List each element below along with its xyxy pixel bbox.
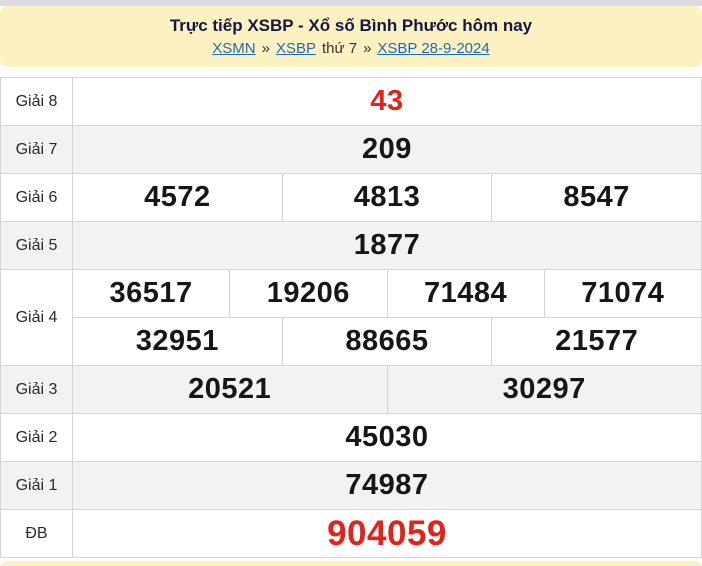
prize-number: 4813 <box>281 174 492 221</box>
prize-number: 32951 <box>135 325 219 357</box>
prize-label: Giải 3 <box>1 366 73 413</box>
breadcrumb-separator: thứ 7 <box>322 40 358 58</box>
prize-subrow: 4572 4813 8547 <box>73 174 701 221</box>
prize-number: 20521 <box>188 373 272 405</box>
prize-number: 43 <box>370 85 404 117</box>
prize-row-giai-2: Giải 2 45030 <box>1 413 701 461</box>
prize-label: Giải 7 <box>1 126 73 173</box>
prize-subrow: 43 <box>73 78 701 125</box>
prize-values: 74987 <box>73 462 701 509</box>
prize-number: 36517 <box>109 277 193 309</box>
prize-values: 904059 <box>73 510 701 557</box>
page-top-strip <box>0 0 702 6</box>
breadcrumb: XSMN » XSBP thứ 7 » XSBP 28-9-2024 <box>0 40 702 57</box>
prize-number: 1877 <box>353 229 421 261</box>
prize-subrow: 20521 30297 <box>73 366 701 413</box>
prize-subrow: 1877 <box>73 222 701 269</box>
prize-number: 74987 <box>345 469 429 501</box>
prize-values: 43 <box>73 78 701 125</box>
prize-subrow: 45030 <box>73 414 701 461</box>
next-section-strip <box>0 561 702 566</box>
prize-row-giai-8: Giải 8 43 <box>1 78 701 125</box>
prize-number: 904059 <box>327 513 447 553</box>
results-table: Giải 8 43 Giải 7 209 Giải 6 4572 4813 8547 Giải … <box>0 77 702 558</box>
prize-label: Giải 2 <box>1 414 73 461</box>
prize-subrow: 209 <box>73 126 701 173</box>
prize-label: Giải 6 <box>1 174 73 221</box>
prize-row-giai-1: Giải 1 74987 <box>1 461 701 509</box>
prize-values: 209 <box>73 126 701 173</box>
prize-values: 4572 4813 8547 <box>73 174 701 221</box>
prize-number: 21577 <box>491 318 701 365</box>
prize-number: 45030 <box>345 421 429 453</box>
prize-subrow: 904059 <box>73 510 701 557</box>
prize-values: 20521 30297 <box>73 366 701 413</box>
prize-row-giai-5: Giải 5 1877 <box>1 221 701 269</box>
page-title: Trực tiếp XSBP - Xổ số Bình Phước hôm na… <box>169 16 533 35</box>
prize-number: 88665 <box>281 318 492 365</box>
prize-values: 1877 <box>73 222 701 269</box>
prize-row-giai-7: Giải 7 209 <box>1 125 701 173</box>
prize-row-db: ĐB 904059 <box>1 509 701 557</box>
breadcrumb-separator: » <box>363 40 372 58</box>
prize-row-giai-3: Giải 3 20521 30297 <box>1 365 701 413</box>
breadcrumb-link[interactable]: XSBP 28-9-2024 <box>377 40 490 58</box>
prize-values: 45030 <box>73 414 701 461</box>
prize-number: 71484 <box>386 270 544 317</box>
breadcrumb-link[interactable]: XSBP <box>275 40 316 58</box>
prize-label: Giải 8 <box>1 78 73 125</box>
prize-label: Giải 5 <box>1 222 73 269</box>
prize-subrow: 32951 88665 21577 <box>73 317 701 365</box>
prize-row-giai-6: Giải 6 4572 4813 8547 <box>1 173 701 221</box>
prize-label: ĐB <box>1 510 73 557</box>
breadcrumb-link[interactable]: XSMN <box>212 40 256 58</box>
prize-number: 19206 <box>229 270 386 317</box>
prize-number: 71074 <box>543 270 701 317</box>
prize-label: Giải 4 <box>1 270 73 365</box>
prize-label: Giải 1 <box>1 462 73 509</box>
prize-subrow: 74987 <box>73 462 701 509</box>
prize-number: 209 <box>362 133 412 165</box>
prize-number: 8547 <box>491 174 701 221</box>
prize-number: 30297 <box>386 366 702 413</box>
prize-row-giai-4: Giải 4 36517 19206 71484 71074 32951 88665 2157… <box>1 269 701 365</box>
prize-number: 4572 <box>144 181 211 213</box>
prize-subrow: 36517 19206 71484 71074 <box>73 270 701 317</box>
header-card: Trực tiếp XSBP - Xổ số Bình Phước hôm na… <box>0 6 702 67</box>
breadcrumb-separator: » <box>261 40 270 58</box>
prize-values: 36517 19206 71484 71074 32951 88665 21577 <box>73 270 701 365</box>
